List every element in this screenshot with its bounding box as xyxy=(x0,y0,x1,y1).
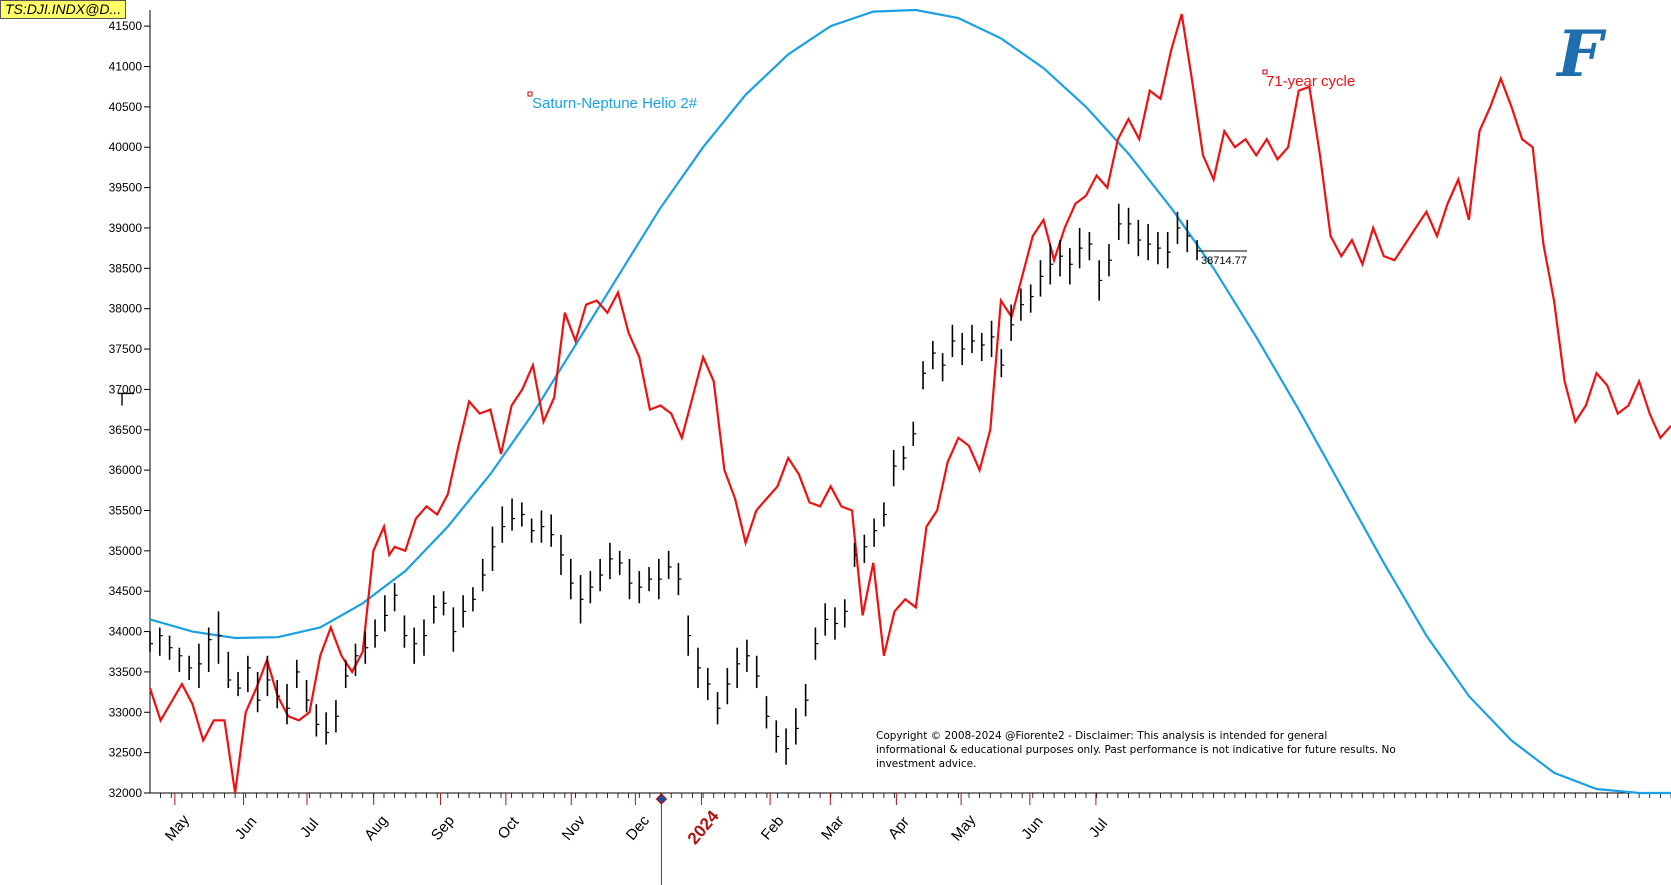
x-month-label: Jun xyxy=(1018,813,1047,842)
y-tick-label: 37000 xyxy=(109,382,143,396)
label-marker xyxy=(1262,69,1268,75)
y-tick-label: 39500 xyxy=(109,181,143,195)
y-tick-label: 41500 xyxy=(109,19,143,33)
y-tick-label: 33500 xyxy=(109,665,143,679)
x-month-label: Jul xyxy=(1086,815,1111,841)
x-month-label: May xyxy=(162,811,194,844)
x-month-label: Sep xyxy=(428,812,458,843)
x-month-label: Dec xyxy=(623,812,653,844)
y-tick-label: 38000 xyxy=(109,302,143,316)
y-tick-label: 32000 xyxy=(109,786,143,800)
x-month-label: Oct xyxy=(494,813,523,842)
y-tick-label: 41000 xyxy=(109,60,143,74)
y-tick-label: 34000 xyxy=(109,625,143,639)
brand-logo: F xyxy=(1557,17,1603,92)
y-tick-label: 36500 xyxy=(109,423,143,437)
last-price-label: 38714.77 xyxy=(1201,255,1247,267)
symbol-label[interactable]: TS:DJI.INDX@D... xyxy=(0,0,127,19)
y-tick-label: 32500 xyxy=(109,746,143,760)
y-tick-label: 35000 xyxy=(109,544,143,558)
y-tick-label: 40000 xyxy=(109,140,143,154)
cycle-71-line xyxy=(148,13,1671,794)
y-tick-label: 38500 xyxy=(109,261,143,275)
x-month-label: Feb xyxy=(758,813,788,844)
cycle-71-label: 71-year cycle xyxy=(1266,73,1355,90)
y-tick-label: 35500 xyxy=(109,503,143,517)
y-tick-label: 40500 xyxy=(109,100,143,114)
y-tick-label: 33000 xyxy=(109,705,143,719)
y-tick-label: 36000 xyxy=(109,463,143,477)
x-month-label: Jul xyxy=(297,815,322,841)
x-month-label: Apr xyxy=(885,814,913,843)
y-tick-label: 39000 xyxy=(109,221,143,235)
x-month-label: May xyxy=(948,811,980,844)
x-month-label: Mar xyxy=(818,813,848,844)
y-tick-label: 34500 xyxy=(109,584,143,598)
saturn-neptune-label: Saturn-Neptune Helio 2# xyxy=(532,95,698,112)
saturn-neptune-line xyxy=(149,8,1671,795)
y-tick-label: 37500 xyxy=(109,342,143,356)
x-month-label: Jun xyxy=(232,813,261,842)
date-marker-diamond xyxy=(655,793,668,805)
x-month-label: Aug xyxy=(361,812,391,843)
label-marker xyxy=(527,91,533,97)
copyright-disclaimer: Copyright © 2008-2024 @Fiorente2 - Discl… xyxy=(876,730,1396,770)
x-year-label: 2024 xyxy=(684,806,723,848)
x-month-label: Nov xyxy=(559,812,589,844)
